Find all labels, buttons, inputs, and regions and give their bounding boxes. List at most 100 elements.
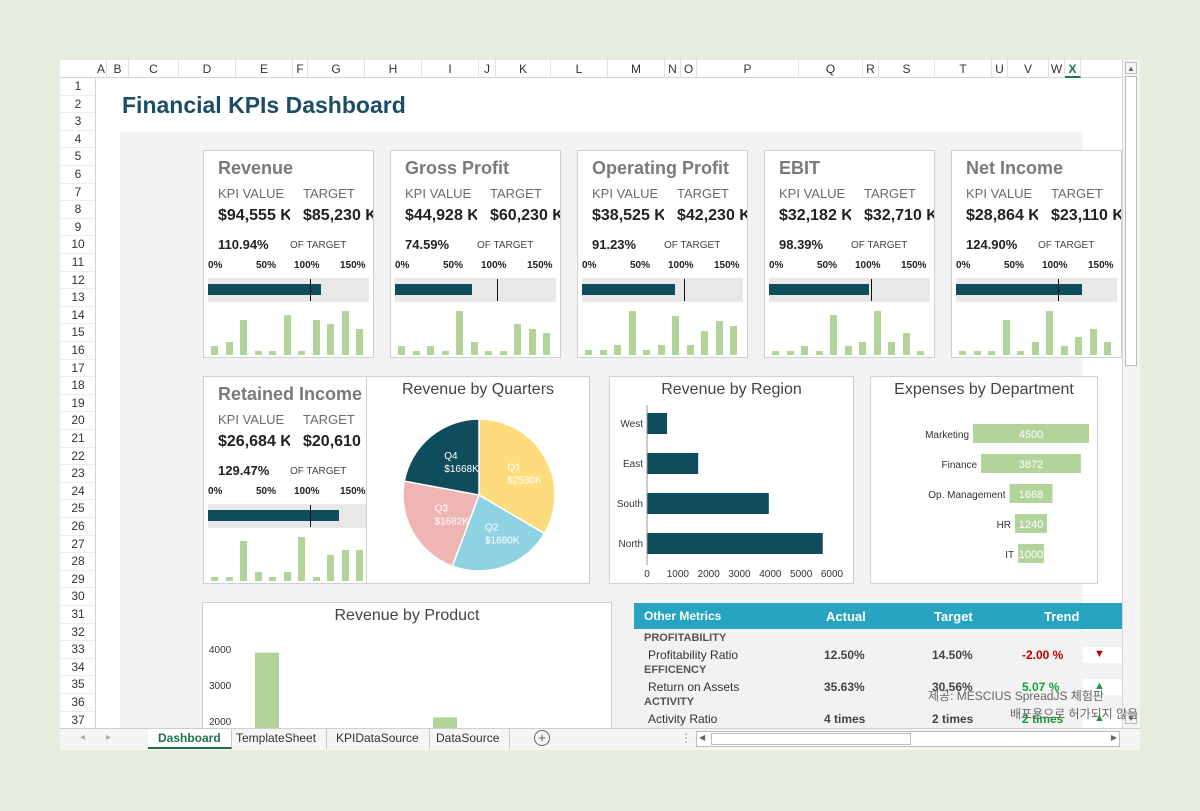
- product-bar[interactable]: [433, 717, 457, 728]
- column-header-v[interactable]: V: [1008, 60, 1049, 78]
- kpi-card-operating-profit[interactable]: Operating Profit KPI VALUE TARGET $38,525 K…: [577, 150, 748, 358]
- revenue-by-product-chart[interactable]: Revenue by Product 4000 3000 2000: [202, 602, 612, 728]
- row-header-12[interactable]: 12: [60, 272, 95, 290]
- column-header-c[interactable]: C: [129, 60, 179, 78]
- add-sheet-icon[interactable]: +: [534, 730, 550, 746]
- column-header-d[interactable]: D: [179, 60, 236, 78]
- row-header-31[interactable]: 31: [60, 606, 95, 624]
- row-header-15[interactable]: 15: [60, 324, 95, 342]
- row-header-7[interactable]: 7: [60, 184, 95, 202]
- row-header-36[interactable]: 36: [60, 694, 95, 712]
- row-header-27[interactable]: 27: [60, 536, 95, 554]
- column-header-t[interactable]: T: [935, 60, 992, 78]
- row-header-23[interactable]: 23: [60, 465, 95, 483]
- column-header-u[interactable]: U: [992, 60, 1008, 78]
- row-header-24[interactable]: 24: [60, 483, 95, 501]
- column-header-n[interactable]: N: [665, 60, 681, 78]
- column-header-j[interactable]: J: [479, 60, 496, 78]
- horizontal-scrollbar[interactable]: ◀ ▶: [696, 731, 1120, 747]
- row-header-10[interactable]: 10: [60, 236, 95, 254]
- kpi-card-net-income[interactable]: Net Income KPI VALUE TARGET $28,864 K $23,11…: [951, 150, 1122, 358]
- pie-slice-q3[interactable]: [402, 480, 481, 568]
- row-header-11[interactable]: 11: [60, 254, 95, 272]
- row-header-21[interactable]: 21: [60, 430, 95, 448]
- sheet-tab-kpidatasource[interactable]: KPIDataSource: [326, 729, 430, 749]
- row-header-29[interactable]: 29: [60, 571, 95, 589]
- column-header-b[interactable]: B: [107, 60, 129, 78]
- region-bar-north[interactable]: [647, 533, 823, 554]
- row-header-30[interactable]: 30: [60, 588, 95, 606]
- column-header-m[interactable]: M: [608, 60, 665, 78]
- row-header-19[interactable]: 19: [60, 395, 95, 413]
- row-header-16[interactable]: 16: [60, 342, 95, 360]
- pie-slice-q4[interactable]: [403, 418, 480, 496]
- product-bar[interactable]: [255, 652, 279, 728]
- pie-slice-q1[interactable]: [478, 418, 556, 535]
- row-header-25[interactable]: 25: [60, 500, 95, 518]
- column-header-f[interactable]: F: [293, 60, 308, 78]
- row-header-6[interactable]: 6: [60, 166, 95, 184]
- column-header-x[interactable]: X: [1065, 60, 1081, 78]
- row-header-5[interactable]: 5: [60, 148, 95, 166]
- expense-bar-finance[interactable]: [981, 454, 1081, 473]
- tab-splitter-icon[interactable]: ⋮: [680, 731, 692, 745]
- row-header-33[interactable]: 33: [60, 641, 95, 659]
- column-header-g[interactable]: G: [308, 60, 365, 78]
- vertical-scrollbar[interactable]: ▲ ▼: [1122, 60, 1140, 728]
- row-header-34[interactable]: 34: [60, 659, 95, 677]
- row-header-2[interactable]: 2: [60, 96, 95, 114]
- row-header-22[interactable]: 22: [60, 448, 95, 466]
- region-bar-west[interactable]: [647, 413, 668, 434]
- row-header-13[interactable]: 13: [60, 289, 95, 307]
- pie-slice-q2[interactable]: [451, 493, 546, 572]
- expenses-by-department-chart[interactable]: Expenses by Department 4500 Marketing 3872…: [870, 376, 1098, 584]
- column-header-q[interactable]: Q: [799, 60, 863, 78]
- row-header-32[interactable]: 32: [60, 624, 95, 642]
- column-header-k[interactable]: K: [496, 60, 551, 78]
- kpi-card-retained-income[interactable]: Retained Income KPI VALUE TARGET $26,684 K $…: [203, 376, 374, 584]
- column-header-o[interactable]: O: [681, 60, 697, 78]
- column-header-p[interactable]: P: [697, 60, 799, 78]
- sheet-tab-templatesheet[interactable]: TemplateSheet: [226, 729, 328, 749]
- region-bar-south[interactable]: [647, 493, 769, 514]
- column-header-e[interactable]: E: [236, 60, 293, 78]
- hscroll-thumb[interactable]: [711, 733, 911, 745]
- row-header-20[interactable]: 20: [60, 412, 95, 430]
- scroll-up-icon[interactable]: ▲: [1125, 62, 1137, 74]
- expense-bar-hr[interactable]: [1015, 514, 1047, 533]
- column-header-r[interactable]: R: [863, 60, 879, 78]
- expense-bar-it[interactable]: [1018, 544, 1044, 563]
- row-header-3[interactable]: 3: [60, 113, 95, 131]
- kpi-card-ebit[interactable]: EBIT KPI VALUE TARGET $32,182 K $32,710 K 98.…: [764, 150, 935, 358]
- row-header-18[interactable]: 18: [60, 377, 95, 395]
- row-header-9[interactable]: 9: [60, 219, 95, 237]
- column-header-h[interactable]: H: [365, 60, 422, 78]
- row-header-14[interactable]: 14: [60, 307, 95, 325]
- sheet-tab-datasource[interactable]: DataSource: [426, 729, 511, 749]
- expense-bar-marketing[interactable]: [973, 424, 1089, 443]
- sheet-grid[interactable]: Financial KPIs Dashboard Revenue KPI VALU…: [96, 78, 1122, 728]
- scroll-right-icon[interactable]: ▶: [1110, 733, 1117, 742]
- scroll-down-icon[interactable]: ▼: [1125, 712, 1137, 724]
- scroll-left-icon[interactable]: ◀: [699, 733, 706, 742]
- column-header-l[interactable]: L: [551, 60, 608, 78]
- column-header-w[interactable]: W: [1049, 60, 1065, 78]
- expense-bar-op-management[interactable]: [1009, 484, 1053, 503]
- kpi-card-revenue[interactable]: Revenue KPI VALUE TARGET $94,555 K $85,230 K…: [203, 150, 374, 358]
- row-header-28[interactable]: 28: [60, 553, 95, 571]
- revenue-by-quarters-chart[interactable]: Revenue by Quarters Q1 $2530K Q2 $1680K Q3 $1…: [366, 376, 590, 584]
- row-header-4[interactable]: 4: [60, 131, 95, 149]
- row-header-17[interactable]: 17: [60, 360, 95, 378]
- revenue-by-region-chart[interactable]: Revenue by Region West East South North 0 100…: [609, 376, 854, 584]
- tab-nav-next-icon[interactable]: ▸: [106, 732, 112, 743]
- column-header-a[interactable]: A: [96, 60, 107, 78]
- row-header-37[interactable]: 37: [60, 712, 95, 728]
- column-header-i[interactable]: I: [422, 60, 479, 78]
- kpi-card-gross-profit[interactable]: Gross Profit KPI VALUE TARGET $44,928 K $60,…: [390, 150, 561, 358]
- tab-nav-prev-icon[interactable]: ◂: [80, 732, 86, 743]
- row-header-1[interactable]: 1: [60, 78, 95, 96]
- row-header-26[interactable]: 26: [60, 518, 95, 536]
- region-bar-east[interactable]: [647, 453, 699, 474]
- row-header-8[interactable]: 8: [60, 201, 95, 219]
- scroll-thumb[interactable]: [1125, 76, 1137, 366]
